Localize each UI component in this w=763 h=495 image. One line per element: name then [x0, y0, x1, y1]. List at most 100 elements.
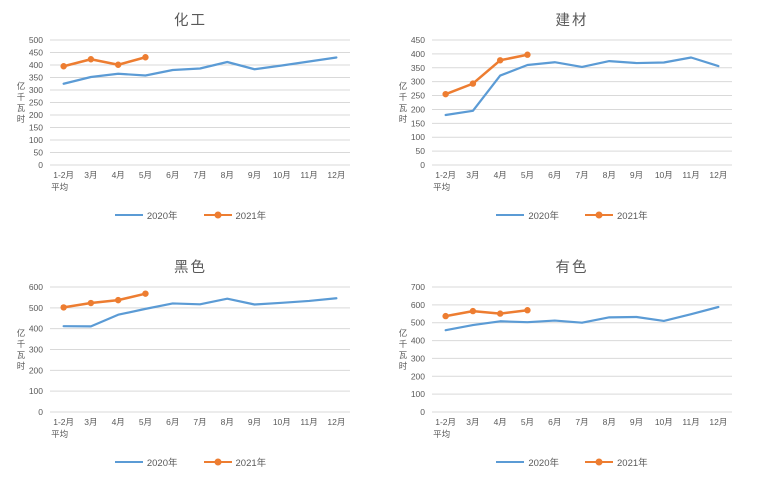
- y-axis-title-char: 瓦: [398, 103, 407, 113]
- y-axis-title-char: 时: [398, 361, 407, 371]
- chart-plot-area: 0 100 200 300 400 500 600 700 亿千瓦时 1-2月 平均 3月 4月 5月 6月…: [382, 277, 763, 447]
- y-tick-label: 500: [410, 318, 424, 328]
- y-tick-label: 450: [410, 35, 424, 45]
- y-tick-label: 250: [29, 98, 43, 108]
- line-marker-swatch-icon: [203, 213, 232, 217]
- y-tick-label: 0: [38, 160, 43, 170]
- x-tick-label: 5月: [139, 417, 152, 427]
- y-tick-label: 400: [29, 324, 43, 334]
- x-tick-label: 平均: [51, 429, 68, 439]
- line-swatch-icon: [496, 213, 525, 217]
- legend-label: 2020年: [146, 458, 178, 469]
- x-tick-label: 7月: [193, 417, 206, 427]
- x-tick-label: 11月: [682, 417, 699, 427]
- y-tick-label: 450: [29, 48, 43, 58]
- y-axis-title-char: 时: [17, 114, 26, 124]
- x-tick-label: 11月: [682, 170, 699, 180]
- x-tick-label: 5月: [139, 170, 152, 180]
- x-tick-label: 9月: [629, 170, 642, 180]
- y-axis-title-char: 时: [398, 114, 407, 124]
- x-tick-label: 12月: [709, 170, 727, 180]
- y-tick-label: 100: [410, 132, 424, 142]
- x-tick-label: 5月: [520, 170, 533, 180]
- legend-item-2020: 2020年: [496, 455, 559, 469]
- chart-legend: 2020年 2021年: [496, 208, 648, 222]
- data-point-marker: [114, 296, 122, 304]
- y-tick-label: 200: [410, 371, 424, 381]
- data-point-marker: [87, 56, 95, 63]
- x-tick-label: 7月: [575, 170, 588, 180]
- x-tick-label: 3月: [466, 170, 479, 180]
- y-tick-label: 150: [410, 118, 424, 128]
- x-tick-label: 10月: [273, 417, 291, 427]
- y-tick-label: 150: [29, 123, 43, 133]
- data-point-marker: [60, 63, 67, 70]
- x-tick-label: 9月: [248, 170, 261, 180]
- y-tick-label: 0: [420, 407, 425, 417]
- y-tick-label: 300: [29, 85, 43, 95]
- data-point-marker: [142, 54, 149, 61]
- y-tick-label: 100: [29, 386, 43, 396]
- x-tick-label: 8月: [602, 170, 615, 180]
- y-tick-label: 200: [29, 365, 43, 375]
- data-point-marker: [496, 310, 503, 317]
- x-tick-label: 12月: [327, 170, 345, 180]
- series-line-2020年: [444, 56, 719, 117]
- data-point-marker: [496, 57, 503, 64]
- legend-label: 2021年: [617, 211, 648, 222]
- y-tick-label: 300: [410, 353, 424, 363]
- chart-plot-area: 0 50 100 150 200 250 300 350 400 450 亿千瓦时 1-2月 平均 3月 4…: [382, 30, 763, 200]
- legend-item-2020: 2020年: [496, 208, 559, 222]
- x-tick-label: 平均: [433, 182, 450, 192]
- chart-legend: 2020年 2021年: [114, 455, 267, 469]
- legend-item-2021: 2021年: [585, 208, 648, 222]
- y-tick-label: 700: [410, 282, 424, 292]
- x-tick-label: 11月: [300, 170, 317, 180]
- y-axis-title-char: 亿: [17, 328, 26, 338]
- y-tick-label: 600: [29, 282, 43, 292]
- series-line-2021年: [443, 308, 529, 318]
- x-tick-label: 6月: [548, 170, 561, 180]
- x-tick-label: 10月: [654, 170, 672, 180]
- y-axis-title-char: 瓦: [398, 350, 407, 360]
- x-tick-label: 3月: [84, 170, 97, 180]
- data-point-marker: [441, 312, 449, 320]
- y-tick-label: 100: [410, 389, 424, 399]
- y-axis-title-char: 时: [17, 361, 26, 371]
- line-marker-swatch-icon: [203, 460, 232, 464]
- chart-ferrous: 黑色 0 100 200 300 400 500 600 亿千瓦时 1-2月 平均 3月 4月 5月 6月…: [0, 247, 381, 495]
- chart-title: 化工: [174, 13, 207, 29]
- y-tick-label: 350: [410, 63, 424, 73]
- y-axis-title-char: 千: [398, 92, 407, 102]
- chart-title: 黑色: [174, 260, 207, 276]
- x-tick-label: 1-2月: [435, 417, 456, 427]
- y-tick-label: 500: [29, 303, 43, 313]
- y-tick-label: 400: [410, 336, 424, 346]
- legend-label: 2020年: [528, 458, 559, 469]
- legend-label: 2021年: [235, 458, 267, 469]
- y-tick-label: 350: [29, 73, 43, 83]
- y-tick-label: 200: [29, 110, 43, 120]
- y-axis-title-char: 亿: [17, 81, 26, 91]
- series-line-2020年: [62, 56, 338, 85]
- x-tick-label: 12月: [327, 417, 345, 427]
- x-tick-label: 6月: [166, 170, 179, 180]
- series-line-2021年: [62, 56, 147, 68]
- legend-label: 2021年: [617, 458, 648, 469]
- x-tick-label: 8月: [221, 170, 234, 180]
- chart-title: 有色: [555, 260, 589, 276]
- chart-legend: 2020年 2021年: [496, 455, 648, 469]
- x-tick-label: 8月: [602, 417, 615, 427]
- y-tick-label: 0: [38, 407, 43, 417]
- data-point-marker: [523, 307, 531, 314]
- legend-label: 2020年: [528, 211, 559, 222]
- legend-item-2021: 2021年: [203, 208, 266, 222]
- y-tick-label: 600: [410, 300, 424, 310]
- y-tick-label: 50: [415, 146, 425, 156]
- chart-nonferrous: 有色 0 100 200 300 400 500 600 700 亿千瓦时 1-2月 平均 3月 4月 5…: [381, 247, 763, 495]
- data-point-marker: [142, 290, 149, 297]
- x-tick-label: 9月: [248, 417, 261, 427]
